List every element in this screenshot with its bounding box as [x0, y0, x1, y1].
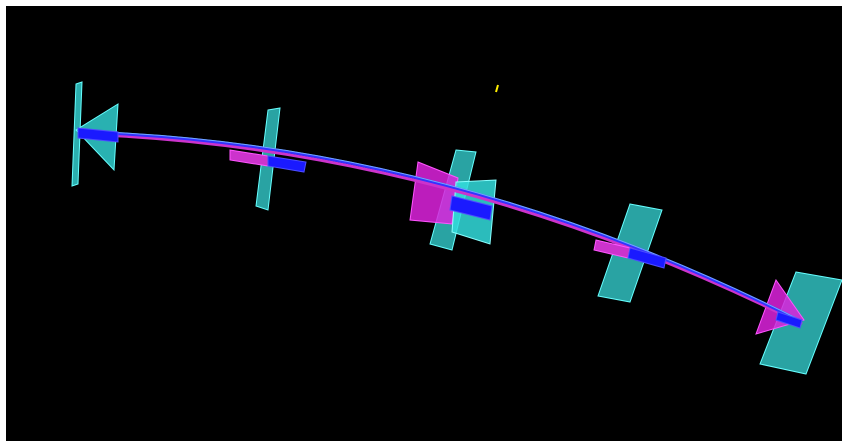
segment-blue-4 — [627, 247, 667, 269]
segment-blue-2 — [267, 155, 307, 173]
segment-blue-3 — [449, 195, 493, 221]
3d-viewport[interactable] — [6, 6, 842, 441]
trajectory-highlight — [77, 130, 803, 322]
yellow-marker — [495, 84, 499, 93]
scene-canvas[interactable] — [6, 6, 842, 441]
trajectory-magenta-line — [77, 132, 803, 326]
detector-plane-1 — [71, 81, 83, 187]
segment-right — [775, 311, 803, 329]
trajectory-blue-line — [77, 130, 803, 324]
cone-magenta-middle — [409, 161, 459, 225]
track-segments — [77, 127, 803, 329]
trajectory — [77, 130, 803, 326]
segment-left — [77, 127, 119, 143]
